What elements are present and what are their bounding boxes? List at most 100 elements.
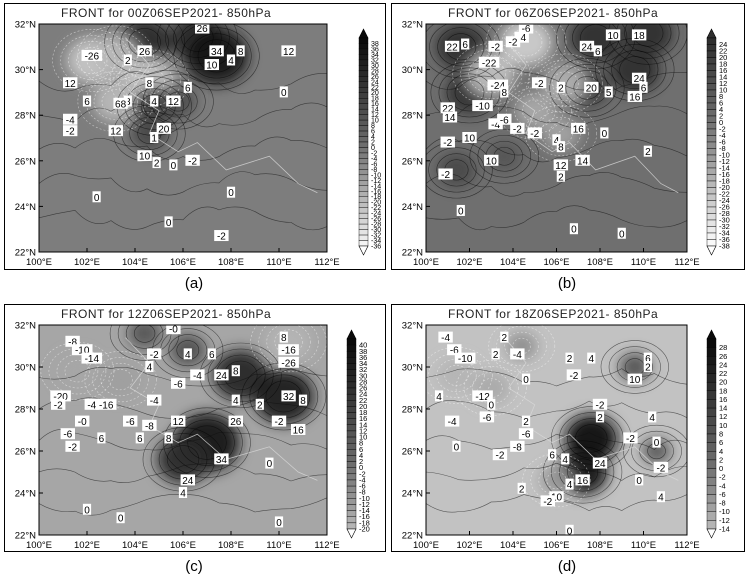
contour-label-text: 0 bbox=[458, 206, 464, 217]
contour-label-text: -14 bbox=[85, 354, 100, 365]
colorbar-swatch bbox=[706, 502, 717, 512]
field-blob bbox=[541, 115, 581, 152]
contour-label-bg bbox=[592, 398, 608, 410]
contour-label-bg bbox=[51, 398, 66, 410]
contour-label: -6 bbox=[518, 24, 534, 35]
y-tick-label: 28°N bbox=[402, 405, 423, 416]
contour-label: 1 bbox=[150, 132, 159, 145]
colorbar-label: -28 bbox=[371, 222, 381, 229]
contour-label-text: -10 bbox=[475, 102, 490, 113]
contour-label-text: 0 bbox=[228, 188, 234, 199]
contour-line bbox=[608, 346, 661, 388]
x-tick-label: 102°E bbox=[74, 540, 100, 551]
contour-label-text: -2 bbox=[443, 138, 452, 149]
contour-label-bg bbox=[592, 457, 608, 469]
contour-label-text: 0 bbox=[281, 88, 287, 99]
colorbar-swatch bbox=[706, 416, 717, 426]
contour-label-text: -2 bbox=[495, 451, 504, 462]
colorbar-swatch bbox=[706, 167, 717, 175]
contour-label-bg bbox=[190, 369, 205, 381]
contour-line bbox=[39, 102, 327, 128]
field-blob bbox=[212, 350, 269, 401]
contour-label-bg bbox=[479, 411, 495, 423]
colorbar-swatch bbox=[706, 50, 717, 58]
contour-label-bg bbox=[549, 491, 564, 503]
contour-label: 0 bbox=[92, 191, 101, 204]
plot-area: 26-2626234481210128846126860-4-212120102… bbox=[39, 24, 327, 252]
contour-label-text: 2 bbox=[597, 413, 603, 424]
contour-label-text: 16 bbox=[629, 92, 641, 103]
contour-line bbox=[513, 93, 556, 128]
colorbar-swatch bbox=[358, 141, 369, 148]
field-blob bbox=[127, 325, 162, 349]
contour-label-bg bbox=[209, 45, 224, 57]
contour-label-bg bbox=[472, 390, 493, 402]
contour-label: 24 bbox=[214, 369, 229, 382]
contour-label-bg bbox=[226, 54, 236, 66]
colorbar-swatch bbox=[706, 356, 717, 366]
colorbar-label: -10 bbox=[719, 151, 730, 160]
contour-label: -22 bbox=[478, 56, 500, 69]
colorbar-label: -10 bbox=[371, 172, 381, 179]
colorbar-label: -20 bbox=[371, 200, 381, 207]
contour-label-text: 8 bbox=[166, 434, 172, 445]
contour-label: 32 bbox=[281, 390, 296, 403]
contour-label: 16 bbox=[627, 90, 642, 103]
contour-label-bg bbox=[447, 344, 462, 356]
contour-label-text: 0 bbox=[84, 505, 90, 516]
contour-label-bg bbox=[487, 79, 509, 91]
colorbar-label: 28 bbox=[371, 68, 379, 75]
colorbar-swatch bbox=[358, 174, 369, 181]
contour-label-bg bbox=[236, 45, 245, 57]
colorbar-label: 38 bbox=[359, 347, 367, 356]
x-tick-label: 104°E bbox=[122, 257, 148, 268]
contour-label-text: 0 bbox=[94, 193, 100, 204]
contour-label: -10 bbox=[454, 352, 476, 365]
colorbar-label: -16 bbox=[719, 170, 730, 179]
contour-label: -2 bbox=[505, 36, 521, 49]
contour-line bbox=[163, 407, 251, 478]
colorbar-label: -14 bbox=[359, 506, 370, 515]
contour-label: 0 bbox=[652, 436, 661, 449]
contour-label: 8 bbox=[556, 141, 565, 154]
contour-label: 8 bbox=[298, 394, 308, 407]
contour-label: -2 bbox=[623, 432, 638, 445]
contour-label: 0 bbox=[164, 216, 173, 229]
field-blob bbox=[435, 24, 487, 70]
contour-line bbox=[64, 360, 91, 383]
colorbar-swatch bbox=[706, 161, 717, 169]
contour-label: 12 bbox=[171, 415, 186, 428]
colorbar-label: -2 bbox=[371, 150, 377, 157]
contour-label: 0 bbox=[274, 516, 284, 529]
contour-line bbox=[426, 141, 493, 199]
contour-label: 0 bbox=[82, 503, 92, 516]
contour-label-text: 4 bbox=[567, 480, 573, 491]
contour-label-bg bbox=[231, 394, 240, 406]
contour-label: 16 bbox=[575, 474, 590, 487]
contour-label-text: -6 bbox=[174, 379, 183, 390]
contour-label-bg bbox=[531, 77, 547, 89]
colorbar-swatch bbox=[346, 412, 357, 419]
contour-label: -0 bbox=[166, 325, 181, 336]
colorbar-label: -26 bbox=[719, 203, 730, 212]
colorbar-swatch bbox=[706, 206, 717, 214]
contour-line bbox=[181, 27, 252, 85]
colorbar-label: -8 bbox=[719, 144, 726, 153]
contour-label-text: -2 bbox=[441, 170, 450, 181]
colorbar-swatch bbox=[358, 48, 369, 55]
contour-label-bg bbox=[50, 390, 71, 402]
colorbar-label: 12 bbox=[371, 112, 379, 119]
contour-label-text: -6 bbox=[522, 24, 531, 35]
contour-line bbox=[469, 128, 540, 184]
contour-label-text: 0 bbox=[488, 400, 494, 411]
contour-label-text: 2 bbox=[523, 417, 529, 428]
contour-label-bg bbox=[65, 440, 80, 452]
contour-label-text: -2 bbox=[188, 156, 197, 167]
contour-label-text: 6 bbox=[99, 434, 105, 445]
y-tick-label: 22°N bbox=[402, 248, 423, 259]
contour-line bbox=[165, 24, 230, 64]
chart-panel-b: FRONT for 06Z06SEP2021- 850hPa -6 -4 -2 22 6-… bbox=[391, 3, 745, 270]
contour-label-bg bbox=[185, 154, 200, 166]
colorbar-label: -18 bbox=[371, 194, 381, 201]
colorbar-swatch bbox=[346, 449, 357, 456]
